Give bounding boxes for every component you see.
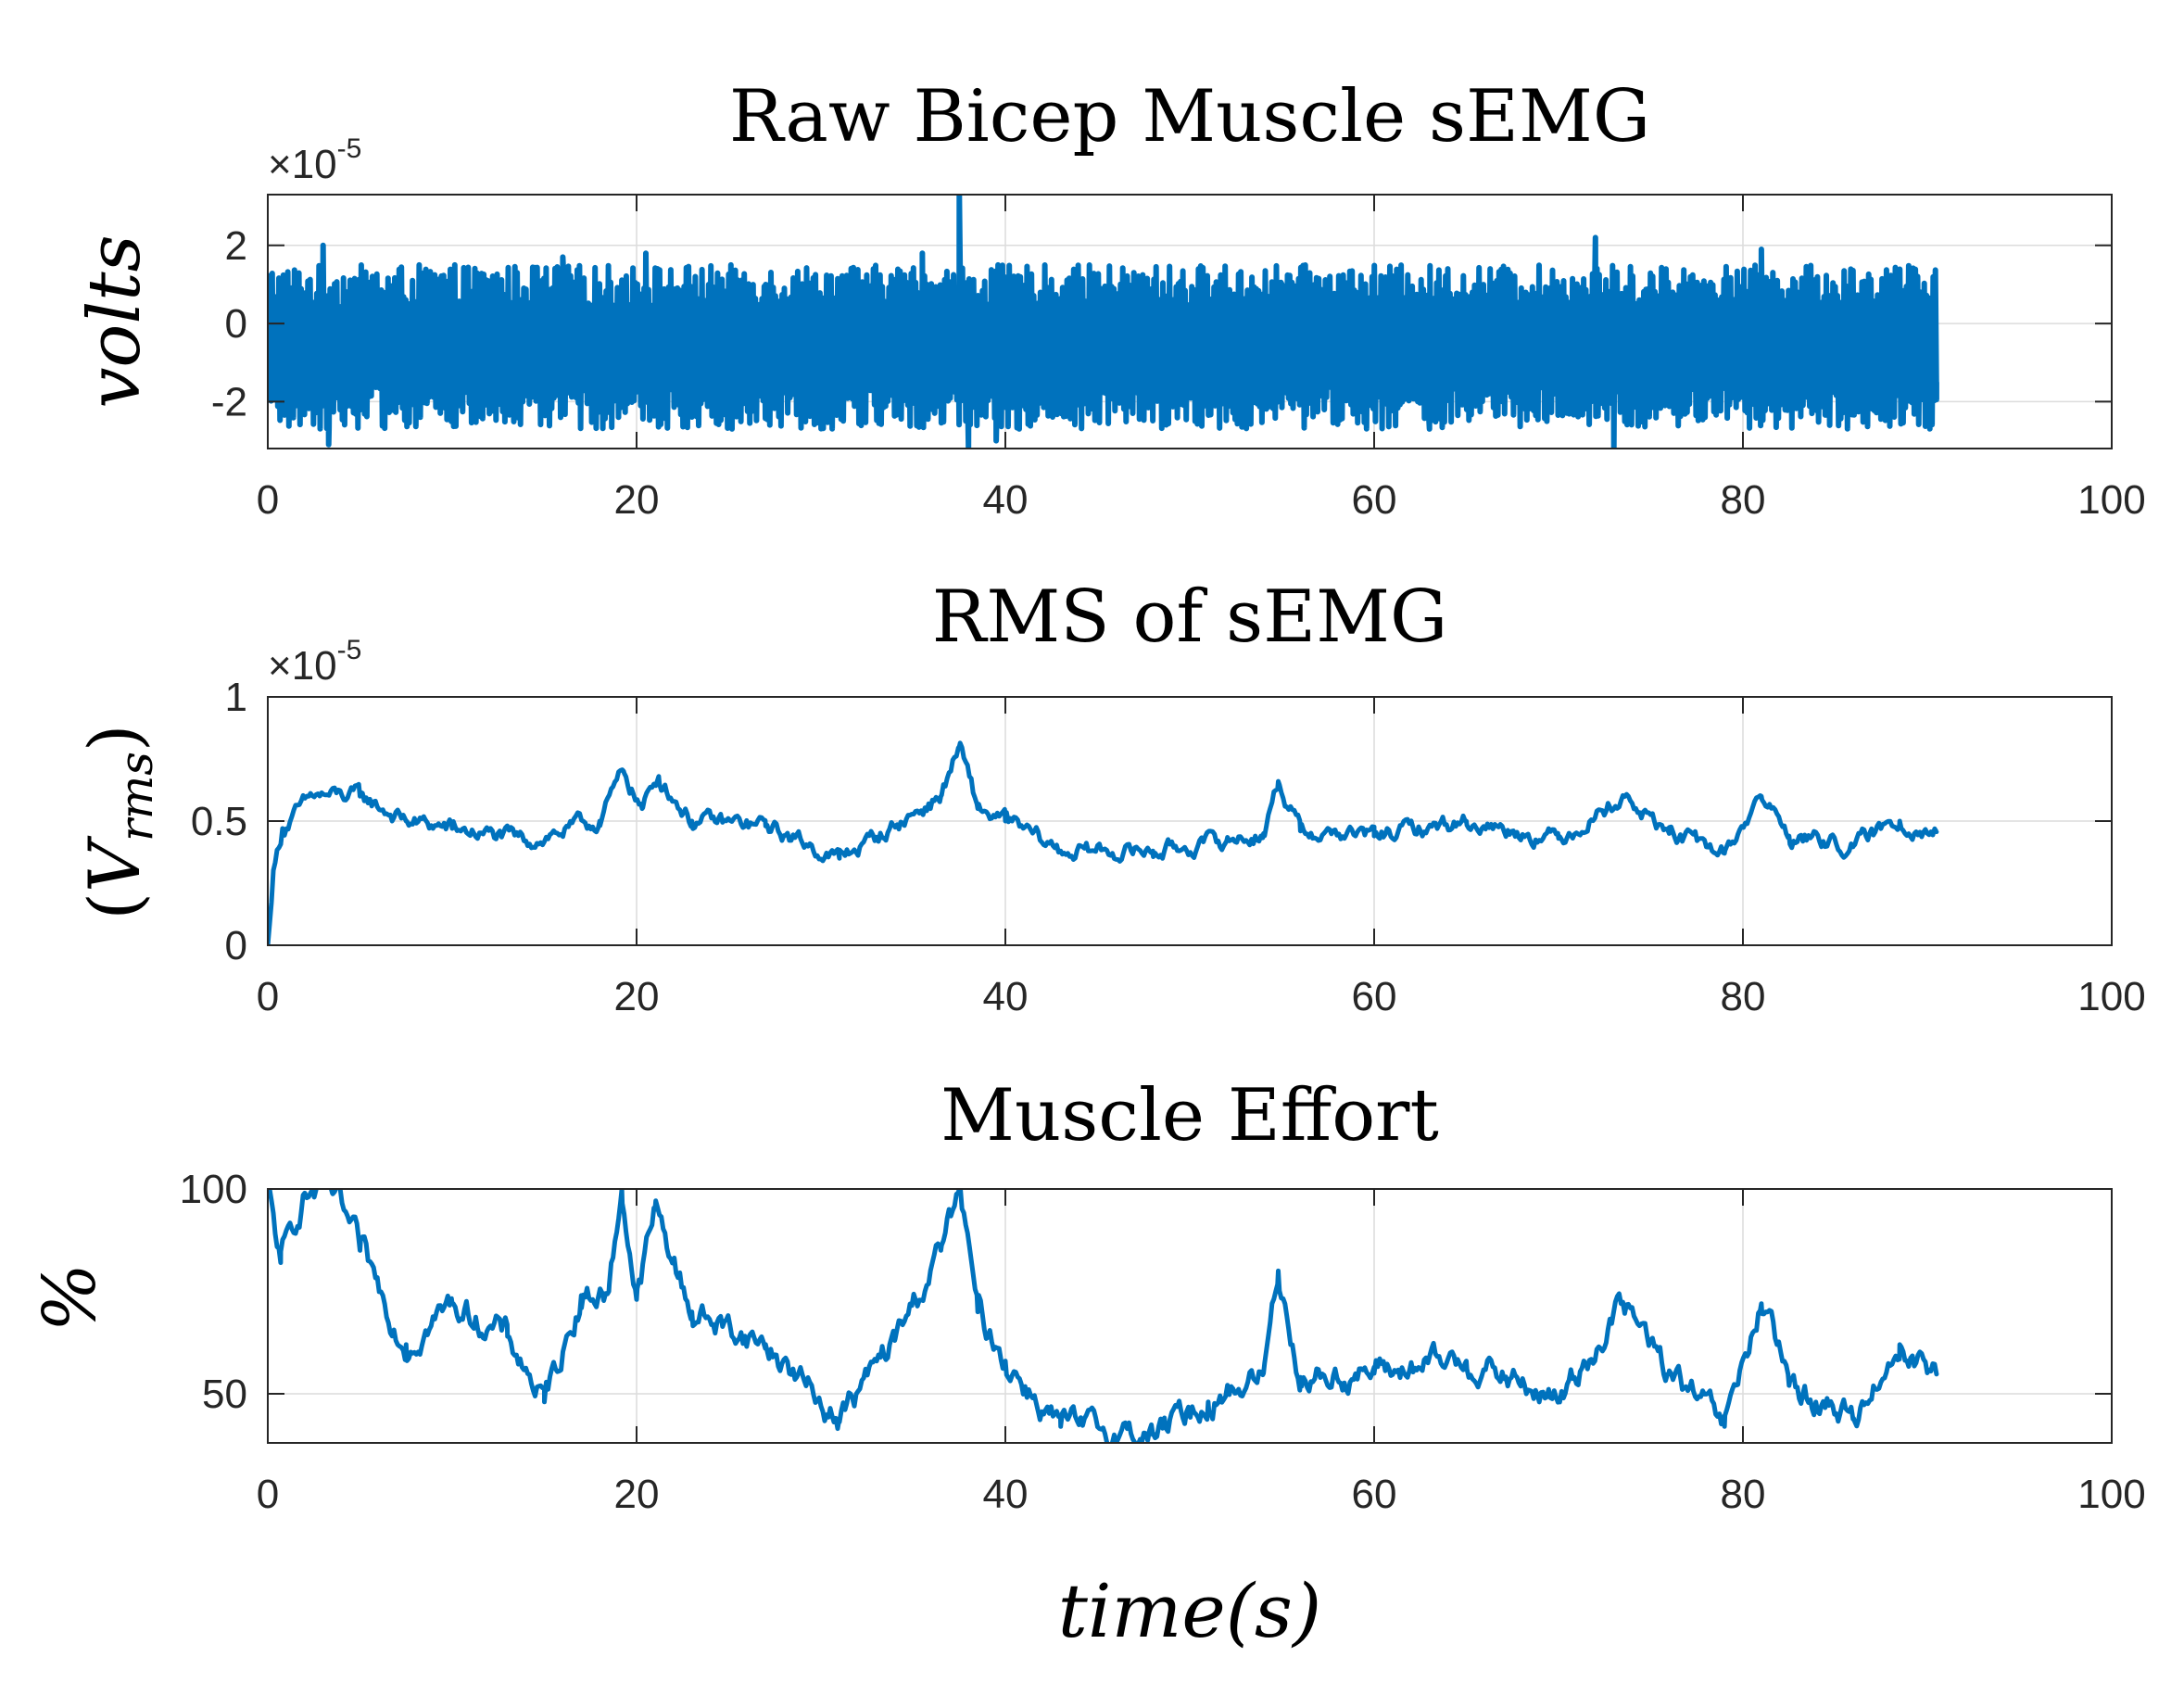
muscle-effort-ylabel: %	[29, 1263, 112, 1332]
raw-semg-ylabel: volts	[73, 234, 157, 408]
raw-semg-exponent: ×10-5	[268, 133, 361, 187]
rms-semg-xtick-label-5: 100	[2077, 974, 2145, 1019]
rms-semg-xtick-label-4: 80	[1721, 974, 1766, 1019]
rms-semg-ytick-label-2: 1	[225, 675, 247, 720]
raw-semg-xtick-label-5: 100	[2077, 477, 2145, 523]
muscle-effort-title: Muscle Effort	[941, 1074, 1439, 1157]
raw-semg-xtick-label-2: 40	[983, 477, 1029, 523]
rms-semg-xtick-label-1: 20	[614, 974, 660, 1019]
rms-semg-xtick-label-0: 0	[257, 974, 279, 1019]
muscle-effort-xtick-label-4: 80	[1721, 1472, 1766, 1517]
muscle-effort-ytick-label-1: 100	[180, 1167, 247, 1212]
raw-semg-ytick-label-1: 0	[225, 301, 247, 347]
muscle-effort-series-line	[268, 1189, 1939, 1443]
raw-semg-ytick-label-0: -2	[211, 379, 247, 424]
rms-semg-title: RMS of sEMG	[932, 575, 1448, 659]
raw-semg-xtick-label-4: 80	[1721, 477, 1766, 523]
muscle-effort-xtick-label-2: 40	[983, 1472, 1029, 1517]
rms-semg-ytick-label-1: 0.5	[191, 799, 247, 844]
rms-semg-xtick-label-3: 60	[1352, 974, 1397, 1019]
muscle-effort-ytick-label-0: 50	[202, 1372, 247, 1417]
raw-semg-axes-box	[267, 194, 2113, 449]
rms-semg-panel: 0 20 40 60 80 100 0 0.5 1 RMS of sEMG ×10-5 (Vrm…	[73, 575, 2146, 1019]
muscle-effort-xtick-label-1: 20	[614, 1472, 660, 1517]
rms-semg-xtick-label-2: 40	[983, 974, 1029, 1019]
muscle-effort-xtick-label-0: 0	[257, 1472, 279, 1517]
rms-semg-series-line	[268, 740, 1939, 945]
time-xlabel: time(s)	[1058, 1568, 1321, 1654]
raw-semg-title: Raw Bicep Muscle sEMG	[729, 75, 1650, 158]
raw-semg-xtick-label-1: 20	[614, 477, 660, 523]
rms-semg-ylabel: (Vrms)	[73, 724, 163, 919]
muscle-effort-xtick-label-5: 100	[2077, 1472, 2145, 1517]
raw-semg-panel: 0 20 40 60 80 100 -2 0 2 Raw Bicep Muscle sEMG ×…	[73, 75, 2146, 523]
rms-semg-exponent: ×10-5	[268, 635, 361, 689]
raw-semg-xtick-label-3: 60	[1352, 477, 1397, 523]
rms-semg-ytick-label-0: 0	[225, 923, 247, 968]
muscle-effort-panel: 0 20 40 60 80 100 50 100 Muscle Effort % time(s…	[29, 1074, 2146, 1654]
muscle-effort-xtick-label-3: 60	[1352, 1472, 1397, 1517]
raw-semg-series-line	[268, 195, 1939, 449]
raw-semg-ytick-label-2: 2	[225, 223, 247, 269]
raw-semg-xtick-label-0: 0	[257, 477, 279, 523]
muscle-effort-axes-box	[267, 1188, 2113, 1444]
